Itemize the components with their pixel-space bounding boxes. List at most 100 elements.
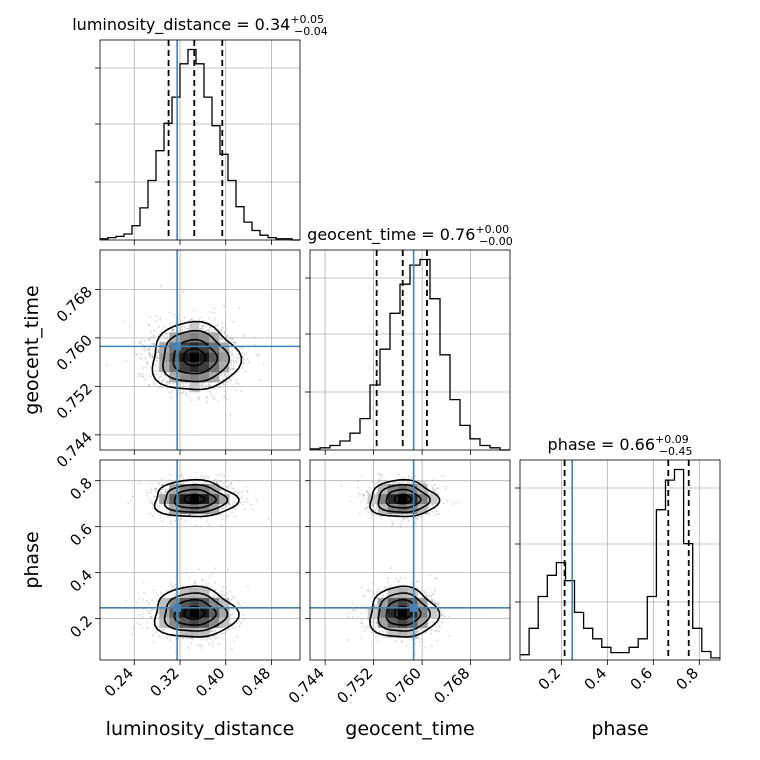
sample-point (242, 614, 245, 617)
sample-point (399, 526, 402, 529)
sample-point (156, 357, 159, 359)
sample-point (165, 634, 168, 637)
sample-point (377, 472, 380, 475)
sample-point (424, 482, 426, 485)
sample-point (144, 349, 147, 352)
panel-frame (309, 249, 511, 451)
sample-point (240, 497, 243, 499)
sample-point (370, 511, 373, 514)
sample-point (433, 483, 436, 486)
sample-point (208, 390, 211, 393)
sample-point (374, 509, 377, 512)
sample-point (157, 351, 160, 354)
sample-point (428, 574, 431, 577)
sample-point (208, 383, 210, 385)
sample-point (202, 638, 205, 641)
sample-point (222, 482, 225, 485)
sample-point (378, 590, 381, 592)
sample-point (212, 596, 215, 598)
sample-point (214, 629, 217, 632)
sample-point (372, 509, 375, 511)
sample-point (362, 493, 365, 496)
sample-point (434, 490, 436, 493)
sample-point (142, 373, 145, 375)
sample-point (215, 481, 218, 483)
sample-point (241, 491, 244, 493)
sample-point (227, 373, 230, 376)
sample-point (219, 330, 222, 333)
sample-point (383, 636, 386, 638)
density-cell (159, 607, 170, 618)
sample-point (146, 376, 148, 379)
sample-point (428, 513, 431, 516)
sample-point (226, 398, 228, 401)
density-cell (169, 504, 180, 515)
sample-point (205, 475, 208, 478)
sample-point (223, 332, 226, 335)
sample-point (221, 507, 224, 510)
sample-point (246, 358, 249, 360)
sample-point (191, 318, 193, 321)
sample-point (196, 644, 199, 647)
sample-point (153, 329, 156, 332)
sample-point (438, 624, 440, 627)
density-cell (189, 607, 200, 618)
sample-point (213, 311, 216, 314)
y-tick-label: 0.8 (66, 474, 96, 504)
sample-point (435, 577, 438, 580)
sample-point (184, 327, 187, 330)
sample-point (161, 520, 164, 522)
sample-point (148, 383, 151, 386)
sample-point (170, 523, 172, 526)
sample-point (227, 629, 230, 631)
sample-point (125, 360, 128, 363)
sample-point (172, 328, 175, 330)
sample-point (192, 513, 195, 516)
sample-point (148, 501, 151, 504)
density-cell (169, 372, 180, 383)
sample-point (224, 594, 227, 596)
density-cell (199, 372, 210, 383)
sample-point (423, 592, 426, 594)
sample-point (222, 378, 224, 380)
sample-point (385, 586, 387, 589)
sample-point (150, 331, 153, 334)
sample-point (394, 577, 397, 580)
sample-point (209, 631, 211, 633)
sample-point (221, 329, 223, 331)
density-cell (397, 504, 408, 515)
sample-point (135, 354, 138, 356)
sample-point (154, 369, 157, 372)
sample-point (235, 361, 238, 364)
sample-point (184, 316, 186, 319)
sample-point (223, 507, 225, 510)
sample-point (258, 354, 261, 356)
sample-point (206, 395, 209, 398)
sample-point (157, 369, 160, 372)
sample-point (170, 591, 173, 594)
sample-point (166, 336, 168, 339)
sample-point (366, 490, 369, 493)
sample-point (421, 638, 423, 641)
sample-point (208, 643, 210, 645)
contour-level-1 (183, 493, 206, 505)
sample-point (234, 341, 237, 344)
sample-point (234, 490, 237, 493)
sample-point (267, 518, 270, 520)
sample-point (416, 580, 419, 583)
sample-point (145, 490, 148, 493)
sample-point (227, 487, 229, 489)
sample-point (236, 353, 239, 356)
sample-point (234, 501, 236, 503)
density-cell (219, 362, 230, 373)
sample-point (222, 383, 225, 385)
sample-point (415, 521, 417, 524)
sample-point (136, 352, 139, 355)
sample-point (179, 329, 182, 332)
sample-point (204, 482, 206, 484)
density-cell (407, 484, 418, 495)
sample-point (256, 353, 259, 355)
sample-point (228, 377, 231, 380)
sample-point (207, 476, 210, 479)
